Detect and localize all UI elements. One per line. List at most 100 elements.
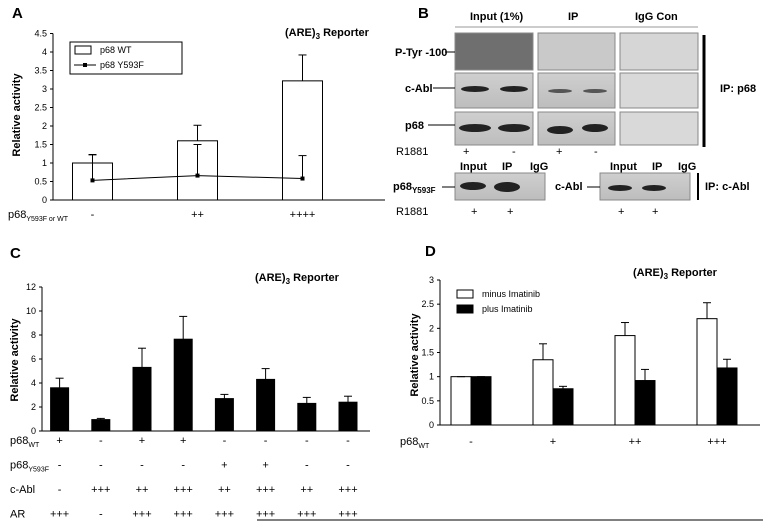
legend-label: p68 WT bbox=[100, 45, 132, 55]
y-tick-label: 2.5 bbox=[421, 299, 434, 309]
panel-letter: D bbox=[425, 243, 436, 260]
condition-label: p68Y593F bbox=[10, 460, 49, 474]
condition-value: ++ bbox=[136, 484, 149, 496]
y-tick-label: 3 bbox=[42, 84, 47, 94]
y-tick-label: 12 bbox=[26, 282, 36, 292]
y-tick-label: 0 bbox=[31, 426, 36, 436]
condition-label-part: WT bbox=[28, 442, 40, 449]
column-header: IP bbox=[652, 161, 662, 173]
x-tick-label: - bbox=[91, 209, 95, 221]
blot-panel: B Input (1%) IP IgG Con P-Tyr -100 c-Abl… bbox=[393, 5, 756, 218]
panel-letter: C bbox=[10, 245, 21, 262]
y-axis-label: Relative activity bbox=[9, 318, 21, 402]
bar bbox=[716, 367, 738, 426]
y-axis-label: Relative activity bbox=[11, 73, 23, 157]
bar bbox=[634, 380, 656, 426]
condition-label-part: c-Abl bbox=[10, 484, 35, 496]
x-axis-label: p68Y593F or WT bbox=[8, 209, 69, 223]
treatment-sign: + bbox=[652, 206, 658, 218]
chart-title-part: 3 bbox=[316, 32, 321, 41]
x-tick-label: - bbox=[469, 436, 473, 448]
y-tick-label: 2 bbox=[429, 323, 434, 333]
treatment-label: R1881 bbox=[396, 206, 428, 218]
condition-value: + bbox=[180, 435, 186, 447]
column-header: Input bbox=[610, 161, 637, 173]
chart-title-part: Reporter bbox=[320, 27, 370, 39]
y-tick-label: 1.5 bbox=[34, 140, 47, 150]
treatment-sign: - bbox=[512, 146, 516, 158]
chart-title: (ARE)3 Reporter bbox=[285, 27, 370, 41]
condition-value: +++ bbox=[174, 484, 193, 496]
row-label: P-Tyr -100 bbox=[395, 47, 447, 59]
y-tick-label: 2.5 bbox=[34, 103, 47, 113]
ip-label: IP: c-Abl bbox=[705, 181, 750, 193]
condition-value: + bbox=[56, 435, 62, 447]
chart-title-part: 3 bbox=[664, 272, 669, 281]
column-header: IgG bbox=[678, 161, 696, 173]
condition-value: +++ bbox=[297, 509, 316, 521]
condition-value: +++ bbox=[256, 484, 275, 496]
panel-letter: A bbox=[12, 5, 23, 22]
condition-value: ++ bbox=[218, 484, 231, 496]
condition-value: - bbox=[99, 460, 103, 472]
condition-value: - bbox=[346, 435, 350, 447]
chart-title-part: (ARE) bbox=[633, 267, 664, 279]
treatment-sign: - bbox=[594, 146, 598, 158]
bar bbox=[91, 419, 111, 432]
panel-letter: B bbox=[418, 5, 429, 22]
row-label-sub: Y593F bbox=[412, 186, 436, 195]
x-tick-label: ++ bbox=[629, 436, 642, 448]
y-tick-label: 6 bbox=[31, 354, 36, 364]
condition-label: c-Abl bbox=[10, 484, 35, 496]
y-tick-label: 3 bbox=[429, 275, 434, 285]
condition-value: - bbox=[58, 484, 62, 496]
y-tick-label: 0.5 bbox=[421, 396, 434, 406]
condition-value: - bbox=[223, 435, 227, 447]
treatment-sign: + bbox=[471, 206, 477, 218]
legend-swatch bbox=[74, 45, 92, 55]
row-label: c-Abl bbox=[555, 181, 583, 193]
chart-title: (ARE)3 Reporter bbox=[633, 267, 718, 281]
condition-value: - bbox=[140, 460, 144, 472]
condition-value: ++ bbox=[300, 484, 313, 496]
bar bbox=[282, 80, 323, 201]
x-axis-label-part: WT bbox=[418, 443, 430, 450]
treatment-label: R1881 bbox=[396, 146, 428, 158]
x-tick-label: +++ bbox=[707, 436, 726, 448]
bar bbox=[614, 335, 636, 426]
blot-bands bbox=[459, 86, 666, 192]
bar bbox=[214, 398, 234, 432]
y-tick-label: 0 bbox=[42, 195, 47, 205]
condition-value: +++ bbox=[91, 484, 110, 496]
y-tick-label: 0 bbox=[429, 420, 434, 430]
condition-value: - bbox=[264, 435, 268, 447]
condition-value: - bbox=[305, 435, 309, 447]
chart-title-part: (ARE) bbox=[255, 272, 286, 284]
ip-label: IP: p68 bbox=[720, 83, 756, 95]
condition-value: +++ bbox=[132, 509, 151, 521]
x-axis-label-part: Y593F or WT bbox=[26, 216, 68, 223]
blot-boxes bbox=[454, 32, 699, 201]
row-label: c-Abl bbox=[405, 83, 433, 95]
x-tick-label: ++ bbox=[191, 209, 204, 221]
condition-value: - bbox=[58, 460, 62, 472]
legend-swatch bbox=[83, 63, 87, 67]
treatment-sign: + bbox=[556, 146, 562, 158]
bar bbox=[50, 387, 70, 432]
treatment-sign: + bbox=[463, 146, 469, 158]
chart-title-part: Reporter bbox=[668, 267, 718, 279]
y-tick-label: 4.5 bbox=[34, 29, 47, 39]
x-axis-label: p68WT bbox=[400, 436, 430, 450]
column-header: Input (1%) bbox=[470, 11, 523, 23]
condition-value: + bbox=[262, 460, 268, 472]
condition-label: AR bbox=[10, 509, 25, 521]
y-tick-label: 1.5 bbox=[421, 348, 434, 358]
legend-label: plus Imatinib bbox=[482, 304, 533, 314]
x-axis-label-part: p68 bbox=[8, 209, 26, 221]
bar bbox=[450, 376, 472, 426]
condition-value: - bbox=[346, 460, 350, 472]
bar bbox=[256, 378, 276, 432]
x-tick-label: + bbox=[550, 436, 556, 448]
condition-value: - bbox=[99, 509, 103, 521]
chart-title-part: (ARE) bbox=[285, 27, 316, 39]
